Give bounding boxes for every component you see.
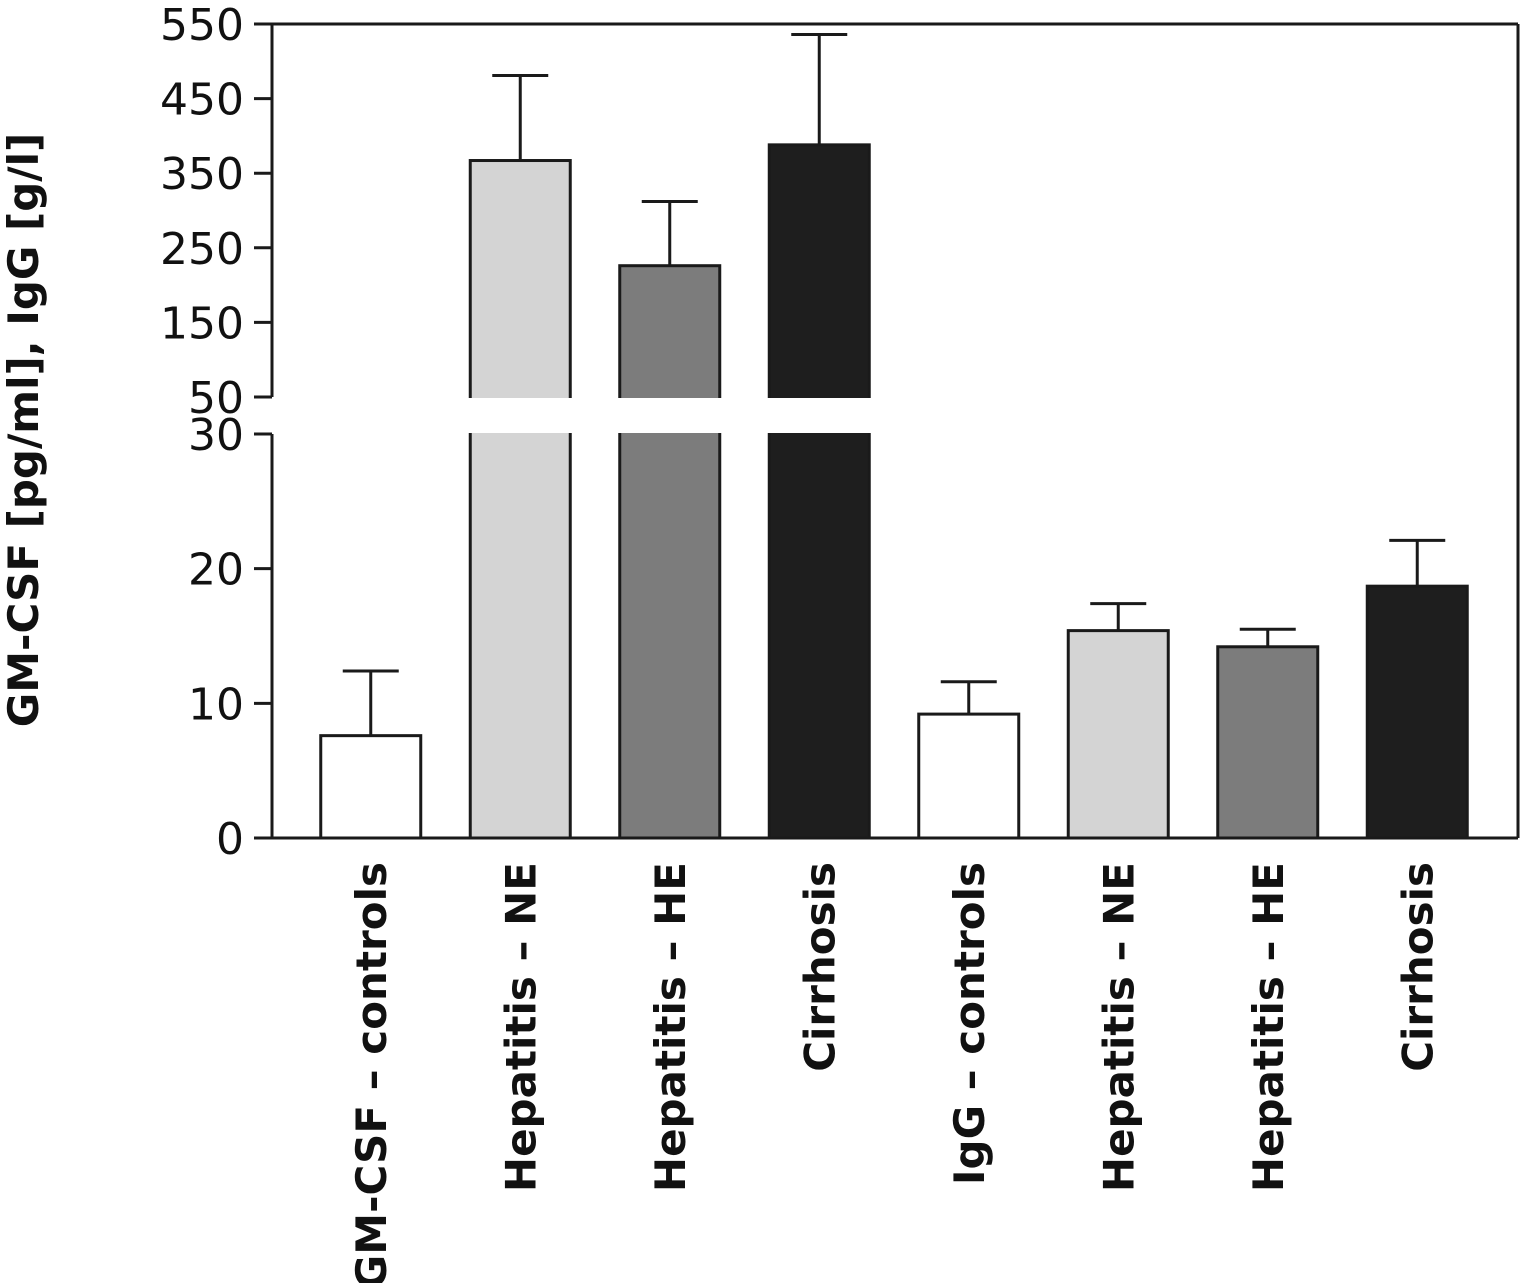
bar: [618, 264, 722, 840]
category-labels-group: GM-CSF – controls Hepatitis – NE Hepatitis…: [347, 862, 1443, 1283]
category-label: Hepatitis – HE: [1244, 862, 1293, 1192]
y-tick-label: 20: [188, 545, 244, 596]
category-label: Hepatitis – HE: [646, 862, 695, 1192]
y-tick-label: 550: [160, 0, 244, 51]
y-axis-title: GM-CSF [pg/ml], IgG [g/l]: [0, 133, 48, 727]
bar: [767, 143, 871, 840]
y-tick-label: 150: [160, 298, 244, 349]
bar: [468, 159, 572, 840]
y-tick-label: 50: [188, 373, 244, 424]
category-label: Cirrhosis: [795, 862, 844, 1072]
axis-break-gap: [252, 398, 1492, 433]
category-label: GM-CSF – controls: [347, 862, 396, 1283]
y-tick-label: 10: [188, 679, 244, 730]
category-label: Hepatitis – NE: [1094, 862, 1143, 1192]
y-tick-label: 250: [160, 224, 244, 275]
bars-group: [319, 32, 1469, 840]
y-tick-label: 30: [188, 410, 244, 461]
y-tick-label: 350: [160, 149, 244, 200]
category-label: Cirrhosis: [1393, 862, 1442, 1072]
y-tick-label: 450: [160, 75, 244, 126]
bar: [1365, 584, 1469, 840]
axes-group: [252, 22, 1520, 840]
category-label: Hepatitis – NE: [496, 862, 545, 1192]
bar: [1066, 629, 1170, 840]
category-label: IgG – controls: [945, 862, 994, 1185]
bar: [319, 734, 423, 840]
y-tick-label: 0: [216, 814, 244, 865]
bar: [917, 712, 1021, 840]
bar: [1216, 645, 1320, 840]
